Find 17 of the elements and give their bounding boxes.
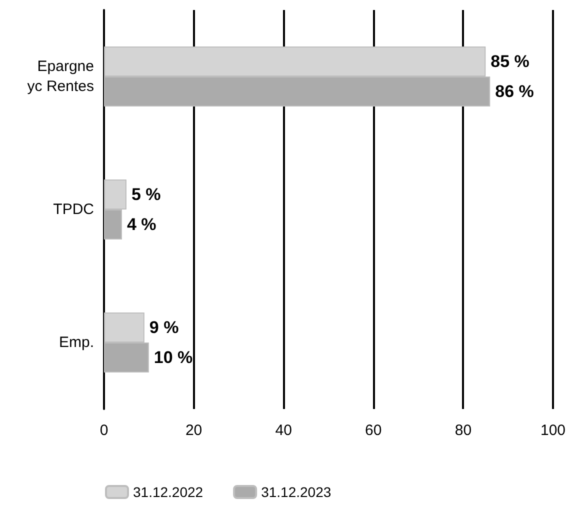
x-tick-label: 60 xyxy=(365,422,382,439)
data-label: 86 % xyxy=(495,82,534,101)
legend-label: 31.12.2022 xyxy=(133,484,204,500)
x-tick-label: 20 xyxy=(185,422,202,439)
x-tick-label: 80 xyxy=(454,422,472,439)
data-label: 10 % xyxy=(154,348,193,367)
x-tick-label: 0 xyxy=(100,422,108,439)
y-tick-label: Emp. xyxy=(58,334,94,351)
data-label: 85 % xyxy=(490,52,530,71)
data-label: 9 % xyxy=(149,318,179,337)
y-tick-label: TPDC xyxy=(53,201,94,218)
legend-label: 31.12.2023 xyxy=(261,484,332,500)
data-label: 5 % xyxy=(131,185,161,204)
y-tick-label: Epargne yc Rentes xyxy=(27,58,94,95)
x-tick-label: 100 xyxy=(540,422,566,439)
data-label: 4 % xyxy=(126,215,156,234)
x-tick-label: 40 xyxy=(275,422,292,439)
